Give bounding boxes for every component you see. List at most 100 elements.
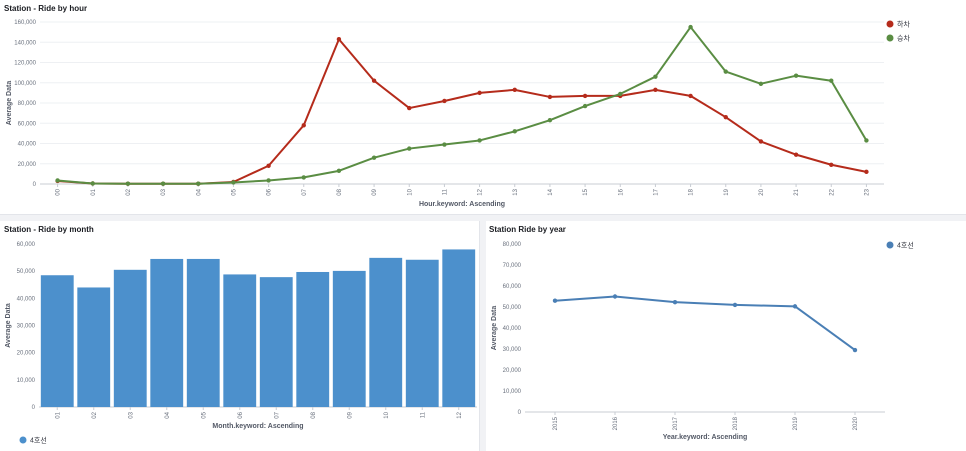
- bar: [150, 258, 184, 407]
- data-point: [371, 78, 377, 83]
- y-tick-label: 60,000: [17, 242, 36, 248]
- x-axis-title: Hour.keyword: Ascending: [419, 201, 505, 208]
- x-tick-label: 17: [653, 188, 659, 195]
- x-tick-label: 11: [442, 188, 448, 195]
- x-tick-label: 21: [794, 188, 800, 195]
- y-tick-label: 20,000: [17, 351, 36, 357]
- data-point: [407, 146, 412, 151]
- x-tick-label: 19: [724, 188, 730, 195]
- data-point: [477, 138, 482, 143]
- data-point: [688, 93, 693, 99]
- panel-ride-by-year: 0 10,000 20,000 30,000 40,000 50,000 60,000 70,…: [486, 221, 966, 451]
- y-tick-label: 10,000: [17, 378, 36, 384]
- panel-divider-vertical: [480, 221, 486, 451]
- legend-marker: [886, 34, 894, 42]
- panel-title: Station Ride by year: [489, 225, 566, 234]
- data-point: [442, 98, 447, 104]
- x-tick-label: 04: [196, 188, 202, 195]
- data-point: [231, 180, 236, 185]
- bar: [40, 275, 74, 407]
- data-point: [758, 81, 764, 86]
- x-tick-label: 15: [583, 188, 589, 195]
- y-tick-label: 160,000: [14, 20, 36, 26]
- data-point: [90, 181, 95, 186]
- x-tick-label: 2019: [793, 416, 799, 430]
- x-tick-label: 06: [238, 411, 244, 418]
- data-point: [552, 298, 558, 303]
- data-point: [301, 175, 306, 180]
- bar: [405, 259, 439, 407]
- x-tick-label: 18: [689, 188, 695, 195]
- x-tick-label: 05: [201, 411, 207, 418]
- bar: [259, 277, 293, 407]
- data-point: [829, 78, 834, 83]
- x-tick-label: 2020: [853, 416, 859, 430]
- y-tick-label: 0: [518, 410, 522, 416]
- data-point: [723, 69, 728, 74]
- x-tick-label: 20: [759, 188, 765, 195]
- x-tick-label: 22: [829, 188, 835, 195]
- bar: [77, 287, 111, 407]
- x-tick-label: 10: [384, 411, 390, 418]
- y-tick-label: 40,000: [503, 326, 522, 332]
- data-point: [829, 162, 834, 167]
- data-point: [653, 74, 658, 79]
- data-point: [442, 142, 447, 147]
- x-tick-label: 08: [311, 411, 317, 418]
- data-point: [582, 103, 588, 109]
- data-point: [301, 123, 306, 128]
- legend-marker: [19, 436, 27, 444]
- x-tick-label: 2018: [733, 416, 739, 430]
- bar: [223, 274, 257, 407]
- x-tick-label: 02: [126, 188, 132, 195]
- chart-ride-by-year[interactable]: 0 10,000 20,000 30,000 40,000 50,000 60,000 70,…: [486, 221, 966, 451]
- data-point: [336, 37, 342, 42]
- data-point: [723, 114, 728, 120]
- y-tick-label: 0: [33, 182, 37, 188]
- data-point: [618, 91, 623, 97]
- legend-marker: [886, 20, 894, 28]
- x-axis-title: Year.keyword: Ascending: [663, 434, 748, 441]
- x-tick-label: 2017: [673, 416, 679, 430]
- x-tick-label: 03: [128, 411, 134, 418]
- y-tick-label: 30,000: [503, 347, 522, 353]
- legend-label: 4호선: [30, 436, 47, 445]
- x-tick-label: 10: [407, 188, 413, 195]
- data-point: [688, 24, 693, 30]
- x-tick-label: 01: [55, 411, 61, 418]
- x-tick-label: 07: [302, 188, 308, 195]
- x-tick-label: 09: [347, 411, 353, 418]
- data-point: [477, 90, 482, 96]
- x-tick-label: 03: [161, 188, 167, 195]
- data-point: [512, 129, 517, 134]
- data-point: [55, 178, 60, 183]
- x-tick-label: 09: [372, 188, 378, 195]
- panel-divider-horizontal: [0, 215, 966, 221]
- data-point: [371, 155, 377, 160]
- data-point: [793, 152, 799, 157]
- x-tick-label: 11: [420, 411, 426, 418]
- data-point: [864, 138, 869, 143]
- series-line: [57, 38, 867, 185]
- x-axis-title: Month.keyword: Ascending: [212, 423, 303, 430]
- y-tick-label: 60,000: [503, 284, 522, 290]
- x-tick-label: 2015: [553, 416, 559, 430]
- y-tick-label: 40,000: [18, 142, 37, 148]
- x-tick-label: 06: [267, 188, 273, 195]
- chart-ride-by-hour[interactable]: 0 20,000 40,000 60,000 80,000 100,000 120,000 1…: [0, 0, 966, 215]
- data-point: [547, 118, 553, 123]
- panel-title: Station - Ride by month: [4, 225, 94, 234]
- x-tick-label: 08: [337, 188, 343, 195]
- y-tick-label: 100,000: [14, 81, 36, 87]
- x-tick-label: 05: [231, 188, 237, 195]
- data-point: [612, 294, 618, 299]
- bar: [186, 258, 220, 407]
- data-point: [864, 169, 869, 175]
- y-tick-label: 140,000: [14, 40, 36, 46]
- data-point: [266, 163, 271, 168]
- y-tick-label: 50,000: [503, 305, 522, 311]
- data-point: [160, 181, 166, 186]
- chart-ride-by-month[interactable]: 0 10,000 20,000 30,000 40,000 50,000 60,000 01 0…: [0, 221, 480, 451]
- bar: [332, 270, 366, 407]
- bar: [296, 271, 330, 407]
